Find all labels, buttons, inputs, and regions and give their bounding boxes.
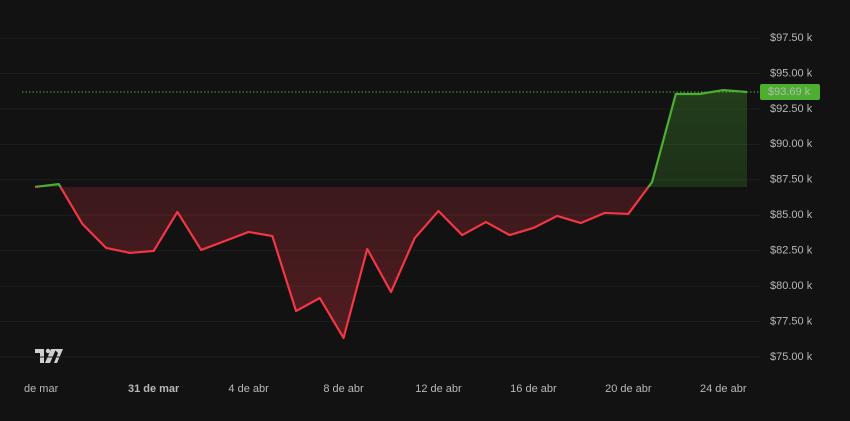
x-tick-label: 4 de abr — [228, 383, 269, 395]
x-tick-label: 20 de abr — [605, 383, 652, 395]
x-tick-label: 31 de mar — [128, 383, 180, 395]
y-tick-label: $92.50 k — [770, 103, 813, 115]
y-tick-label: $90.00 k — [770, 138, 813, 150]
y-tick-label: $77.50 k — [770, 315, 813, 327]
y-tick-label: $85.00 k — [770, 209, 813, 221]
x-tick-label: 12 de abr — [415, 383, 462, 395]
y-tick-label: $87.50 k — [770, 174, 813, 186]
y-tick-label: $75.00 k — [770, 351, 813, 363]
area-down — [35, 187, 747, 338]
line-down — [34, 187, 650, 340]
x-tick-label: de mar — [24, 383, 59, 395]
x-tick-label: 16 de abr — [510, 383, 557, 395]
y-tick-label: $97.50 k — [770, 32, 813, 44]
area-up — [35, 90, 747, 188]
price-label-box — [760, 84, 820, 101]
y-tick-label: $80.00 k — [770, 280, 813, 292]
y-tick-label: $82.50 k — [770, 245, 813, 257]
x-tick-label: 8 de abr — [323, 383, 364, 395]
y-tick-label: $95.00 k — [770, 67, 813, 79]
logo — [35, 348, 63, 363]
x-tick-label: 24 de abr — [700, 383, 747, 395]
price-label: $93.69 k — [768, 86, 811, 98]
